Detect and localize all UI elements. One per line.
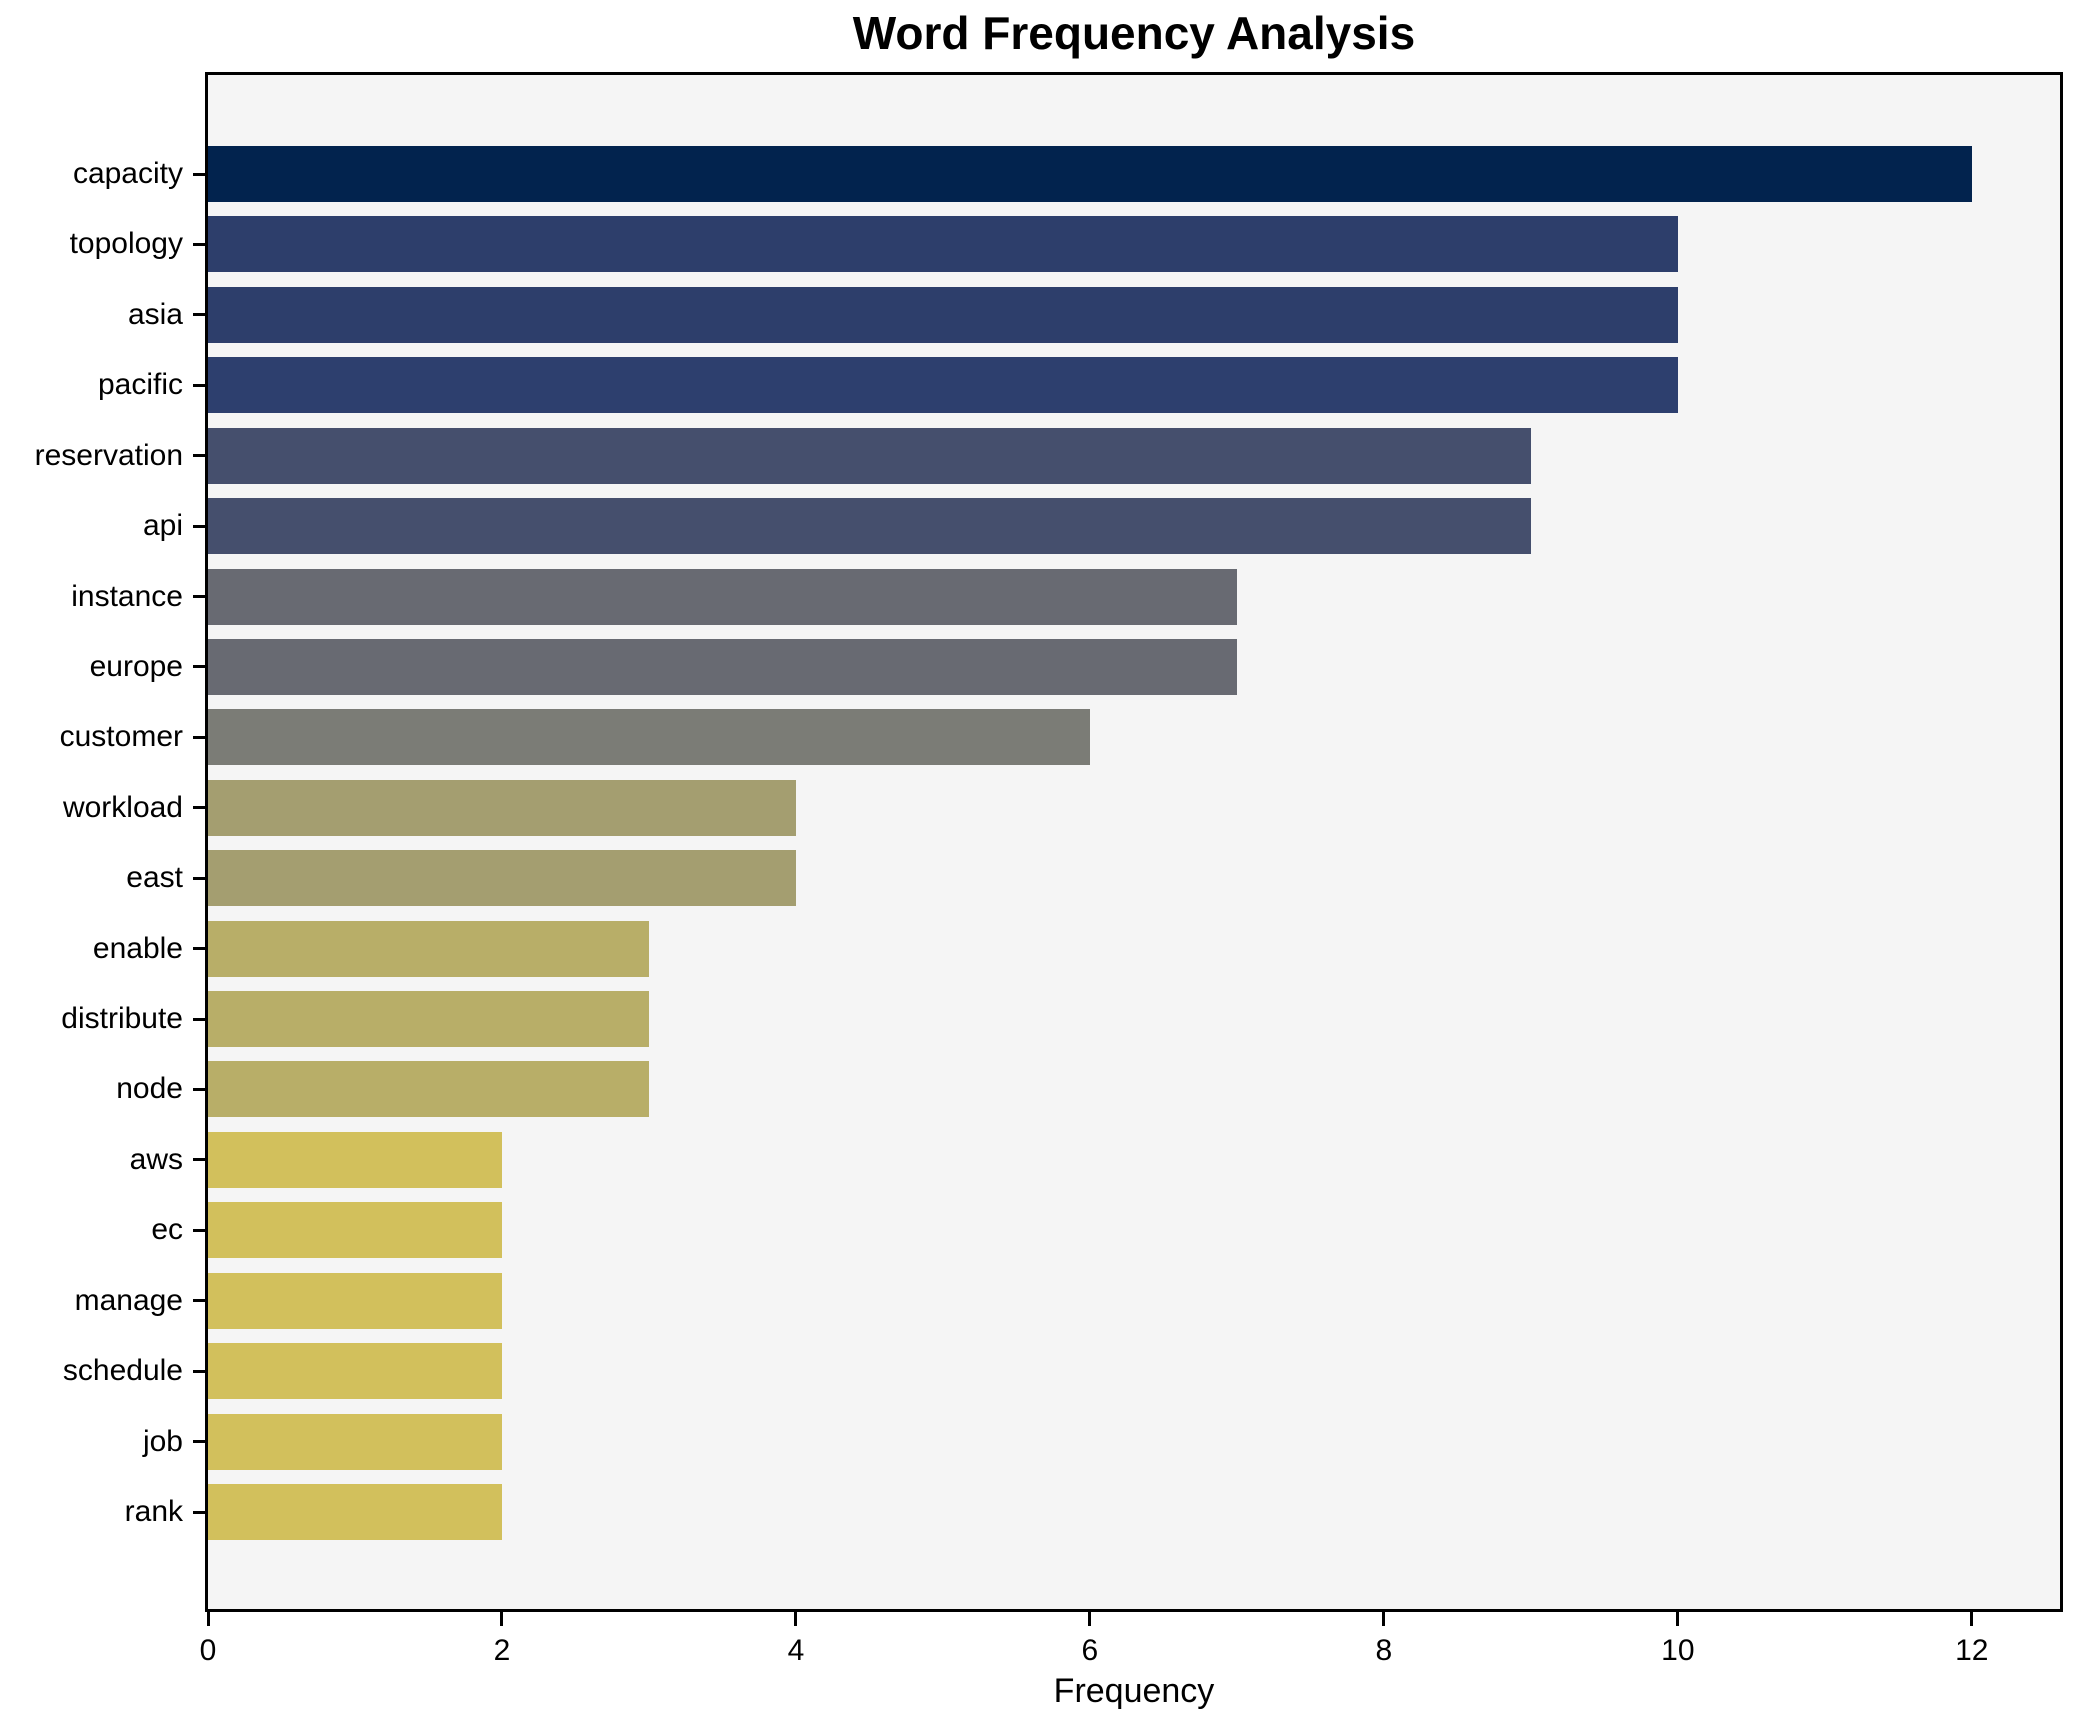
y-tick-label-rank: rank <box>124 1495 183 1528</box>
bar-rank <box>208 1484 502 1540</box>
y-tick-mark-distribute <box>193 1017 205 1021</box>
x-tick-mark-8 <box>1382 1612 1386 1626</box>
x-tick-label-12: 12 <box>1955 1634 1989 1667</box>
y-tick-label-manage: manage <box>74 1283 183 1317</box>
y-tick-mark-customer <box>193 735 205 739</box>
x-tick-mark-12 <box>1970 1612 1974 1626</box>
bar-instance <box>208 568 1237 625</box>
y-tick-mark-rank <box>193 1510 205 1514</box>
y-tick-label-api: api <box>142 509 183 543</box>
bar-node <box>208 1061 649 1118</box>
x-tick-mark-6 <box>1088 1612 1092 1626</box>
bar-asia <box>208 286 1678 343</box>
y-tick-mark-pacific <box>193 383 205 387</box>
y-tick-mark-east <box>193 876 205 880</box>
y-tick-label-ec: ec <box>151 1213 183 1247</box>
bar-schedule <box>208 1343 502 1400</box>
y-tick-mark-enable <box>193 947 205 951</box>
bar-customer <box>208 709 1090 766</box>
y-tick-label-aws: aws <box>129 1142 183 1176</box>
bar-manage <box>208 1272 502 1329</box>
y-tick-mark-node <box>193 1087 205 1091</box>
y-tick-label-east: east <box>126 861 183 895</box>
y-tick-label-topology: topology <box>69 227 183 261</box>
y-tick-mark-workload <box>193 806 205 810</box>
y-tick-mark-asia <box>193 313 205 317</box>
y-tick-mark-europe <box>193 665 205 669</box>
bar-europe <box>208 638 1237 695</box>
x-tick-mark-4 <box>794 1612 798 1626</box>
y-tick-label-capacity: capacity <box>72 157 183 190</box>
x-tick-label-2: 2 <box>493 1634 511 1667</box>
y-tick-label-asia: asia <box>127 297 183 331</box>
x-tick-label-10: 10 <box>1661 1634 1695 1667</box>
bar-api <box>208 498 1531 555</box>
x-tick-mark-0 <box>206 1612 210 1626</box>
chart-title: Word Frequency Analysis <box>852 7 1416 59</box>
bar-ec <box>208 1202 502 1259</box>
y-tick-label-reservation: reservation <box>34 438 183 472</box>
y-tick-mark-capacity <box>193 172 205 176</box>
y-tick-mark-ec <box>193 1228 205 1232</box>
y-tick-mark-reservation <box>193 454 205 458</box>
bar-reservation <box>208 427 1531 484</box>
bar-topology <box>208 216 1678 273</box>
y-tick-label-customer: customer <box>59 720 183 754</box>
y-tick-mark-api <box>193 524 205 528</box>
y-tick-mark-topology <box>193 242 205 246</box>
x-axis-label: Frequency <box>1053 1672 1215 1710</box>
bar-capacity <box>208 146 1972 202</box>
x-tick-label-4: 4 <box>787 1634 805 1667</box>
bar-distribute <box>208 991 649 1048</box>
y-tick-label-distribute: distribute <box>61 1002 183 1036</box>
x-tick-label-8: 8 <box>1375 1634 1393 1667</box>
y-tick-label-pacific: pacific <box>97 368 183 402</box>
y-tick-label-europe: europe <box>89 649 183 683</box>
x-tick-mark-2 <box>500 1612 504 1626</box>
x-tick-label-0: 0 <box>199 1634 217 1667</box>
bar-pacific <box>208 357 1678 414</box>
bar-workload <box>208 779 796 836</box>
x-tick-mark-10 <box>1676 1612 1680 1626</box>
y-tick-label-instance: instance <box>71 579 183 613</box>
y-tick-mark-job <box>193 1440 205 1444</box>
bar-job <box>208 1413 502 1470</box>
y-tick-label-workload: workload <box>62 790 183 824</box>
y-tick-label-schedule: schedule <box>62 1354 183 1388</box>
bar-east <box>208 850 796 907</box>
y-tick-mark-instance <box>193 595 205 599</box>
y-tick-mark-schedule <box>193 1369 205 1373</box>
y-tick-mark-aws <box>193 1158 205 1162</box>
plot-area <box>205 72 2063 1612</box>
bar-enable <box>208 920 649 977</box>
y-tick-label-job: job <box>142 1424 183 1458</box>
x-tick-label-6: 6 <box>1081 1634 1099 1667</box>
y-tick-mark-manage <box>193 1299 205 1303</box>
y-tick-label-node: node <box>116 1072 183 1106</box>
y-tick-label-enable: enable <box>92 931 183 965</box>
bar-aws <box>208 1131 502 1188</box>
